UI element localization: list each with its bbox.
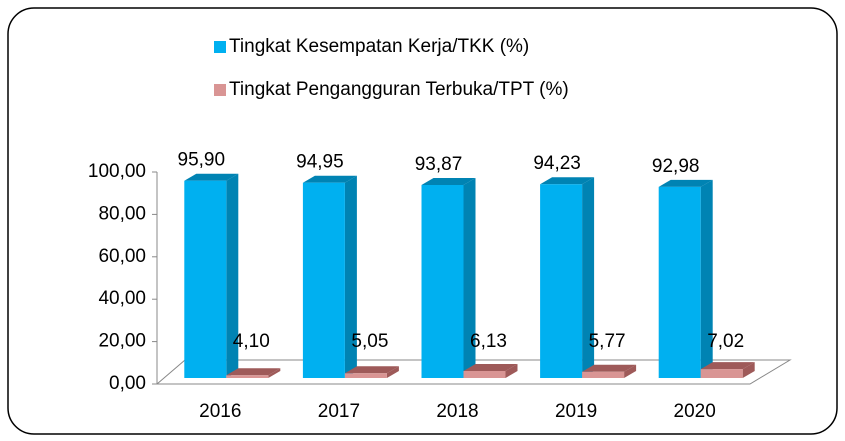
value-label: 5,77 xyxy=(589,331,626,352)
x-tick-label: 2019 xyxy=(555,401,597,422)
bar-side xyxy=(582,177,595,378)
bar-side xyxy=(344,175,357,378)
bar-top xyxy=(344,366,399,374)
bar xyxy=(582,364,637,378)
bar-side xyxy=(505,364,518,378)
bar-side xyxy=(463,177,476,378)
bar xyxy=(540,177,595,378)
bar xyxy=(344,366,399,378)
bar-front xyxy=(421,184,464,378)
bar-side xyxy=(742,362,755,378)
x-tick-label: 2020 xyxy=(674,401,716,422)
bar-top xyxy=(421,177,476,185)
y-tick-label: 100,00 xyxy=(88,161,146,182)
bar-top xyxy=(540,177,595,185)
y-tick-label: 20,00 xyxy=(98,331,146,352)
bar xyxy=(658,179,713,378)
bar xyxy=(184,173,239,378)
bar-top xyxy=(463,364,518,372)
bar-side xyxy=(624,364,637,378)
bar-front xyxy=(463,371,506,378)
x-tick-label: 2018 xyxy=(436,401,478,422)
value-label: 7,02 xyxy=(707,331,744,352)
value-label: 5,05 xyxy=(351,331,388,352)
bar-front xyxy=(582,371,625,378)
legend-swatch xyxy=(214,41,226,53)
legend-label: Tingkat Kesempatan Kerja/TKK (%) xyxy=(229,36,529,57)
bar-top xyxy=(184,173,239,181)
bar-front xyxy=(540,184,583,378)
bar-front xyxy=(302,182,345,378)
value-label: 4,10 xyxy=(233,331,270,352)
bar xyxy=(302,175,357,378)
value-label: 94,23 xyxy=(533,153,581,174)
legend-label: Tingkat Pengangguran Terbuka/TPT (%) xyxy=(229,79,569,100)
bar-top xyxy=(226,368,281,376)
legend-swatch xyxy=(214,84,226,96)
bar xyxy=(226,368,281,378)
bar-front xyxy=(344,373,387,378)
bar xyxy=(463,364,518,378)
bar-side xyxy=(226,173,239,378)
bar-front xyxy=(226,375,269,378)
bar-side xyxy=(386,366,399,378)
bar-top xyxy=(582,364,637,372)
value-label: 95,90 xyxy=(178,150,226,171)
y-tick-label: 60,00 xyxy=(98,246,146,267)
x-tick-label: 2017 xyxy=(318,401,360,422)
bar-side xyxy=(700,179,713,378)
bar-top xyxy=(658,179,713,187)
value-label: 6,13 xyxy=(470,331,507,352)
bar xyxy=(700,362,755,378)
x-tick-label: 2016 xyxy=(199,401,241,422)
value-label: 92,98 xyxy=(652,156,700,177)
bar-top xyxy=(700,362,755,370)
bar-side xyxy=(268,368,281,378)
bar-front xyxy=(184,180,227,378)
y-tick-label: 0,00 xyxy=(109,373,146,394)
bar-front xyxy=(700,369,743,378)
value-label: 94,95 xyxy=(296,152,344,173)
y-tick-label: 40,00 xyxy=(98,288,146,309)
bar-front xyxy=(658,186,701,378)
y-tick-label: 80,00 xyxy=(98,203,146,224)
bar xyxy=(421,177,476,378)
bar-top xyxy=(302,175,357,183)
value-label: 93,87 xyxy=(415,154,463,175)
